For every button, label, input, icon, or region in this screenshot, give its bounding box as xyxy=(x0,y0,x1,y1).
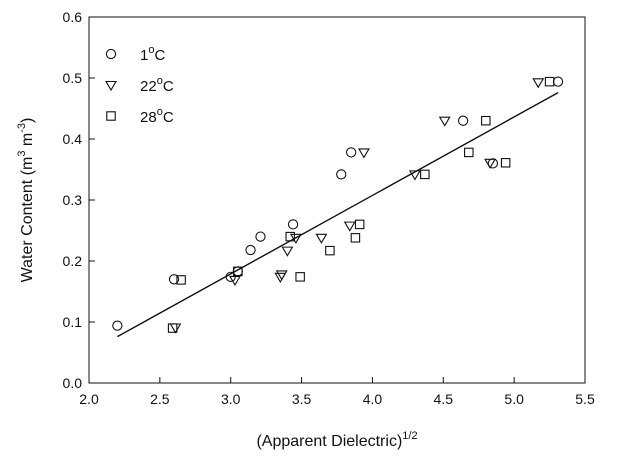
data-point-square xyxy=(481,115,491,126)
data-point-circle xyxy=(346,147,357,158)
data-point-circle xyxy=(255,231,266,242)
data-point-triangle xyxy=(229,275,241,286)
x-tick-label: 4.0 xyxy=(363,391,383,407)
data-point-triangle xyxy=(532,78,545,89)
data-point-square xyxy=(325,245,335,256)
legend-marker xyxy=(106,111,116,121)
data-point-square xyxy=(233,266,243,277)
legend-label: 1oC xyxy=(140,44,165,64)
data-point-triangle xyxy=(357,148,370,159)
legend-marker xyxy=(105,48,117,60)
y-tick-label: 0.4 xyxy=(63,131,83,147)
data-point-triangle xyxy=(438,116,451,127)
x-tick-label: 2.5 xyxy=(150,391,170,407)
y-tick-label: 0.3 xyxy=(63,192,83,208)
y-tick-label: 0.5 xyxy=(63,70,83,86)
x-tick-label: 2.0 xyxy=(79,391,99,407)
x-tick-label: 4.5 xyxy=(434,391,454,407)
data-point-square xyxy=(354,219,365,230)
data-point-triangle xyxy=(484,158,497,169)
data-point-square xyxy=(350,233,361,243)
data-markers xyxy=(112,76,564,334)
legend-marker xyxy=(105,80,117,92)
x-tick-label: 5.5 xyxy=(575,391,595,407)
data-point-square xyxy=(176,275,186,285)
data-point-triangle xyxy=(275,270,288,281)
regression-line xyxy=(117,92,559,338)
data-point-triangle xyxy=(289,233,302,244)
data-point-triangle xyxy=(315,233,328,244)
data-point-circle xyxy=(287,219,299,230)
legend: 1oC 22oC 28oC xyxy=(105,44,174,126)
data-point-triangle xyxy=(343,221,356,232)
y-tick-label: 0.0 xyxy=(63,375,83,391)
y-tick-label: 0.2 xyxy=(63,253,83,269)
x-tick-label: 3.5 xyxy=(292,391,312,407)
legend-label: 22oC xyxy=(140,75,174,95)
y-axis-ticks: 0.0 0.1 0.2 0.3 0.4 0.5 0.6 xyxy=(63,9,95,391)
plot-frame xyxy=(88,16,586,384)
x-axis-ticks: 2.0 2.5 3.0 3.5 4.0 4.5 5.0 5.5 xyxy=(79,377,595,407)
data-point-circle xyxy=(457,115,469,126)
data-point-triangle xyxy=(281,246,294,257)
data-point-triangle xyxy=(169,323,182,334)
data-point-square xyxy=(544,76,555,87)
x-tick-label: 3.0 xyxy=(221,391,241,407)
data-point-triangle xyxy=(408,170,421,181)
data-point-circle xyxy=(245,244,256,256)
y-tick-label: 0.1 xyxy=(63,314,83,330)
data-point-square xyxy=(285,231,295,242)
data-point-circle xyxy=(168,274,180,285)
data-point-circle xyxy=(112,320,123,331)
data-point-square xyxy=(420,169,430,180)
y-tick-label: 0.6 xyxy=(63,9,83,25)
data-point-square xyxy=(500,158,511,168)
y-axis-title: Water Content (m3 m-3) xyxy=(16,118,36,283)
x-tick-label: 5.0 xyxy=(504,391,524,407)
data-point-square xyxy=(464,147,474,158)
data-point-square xyxy=(167,323,178,333)
data-point-circle xyxy=(552,76,564,87)
data-point-square xyxy=(295,272,305,282)
data-point-circle xyxy=(336,169,347,180)
x-axis-title: (Apparent Dielectric)1/2 xyxy=(256,430,417,450)
legend-label: 28oC xyxy=(140,106,174,126)
